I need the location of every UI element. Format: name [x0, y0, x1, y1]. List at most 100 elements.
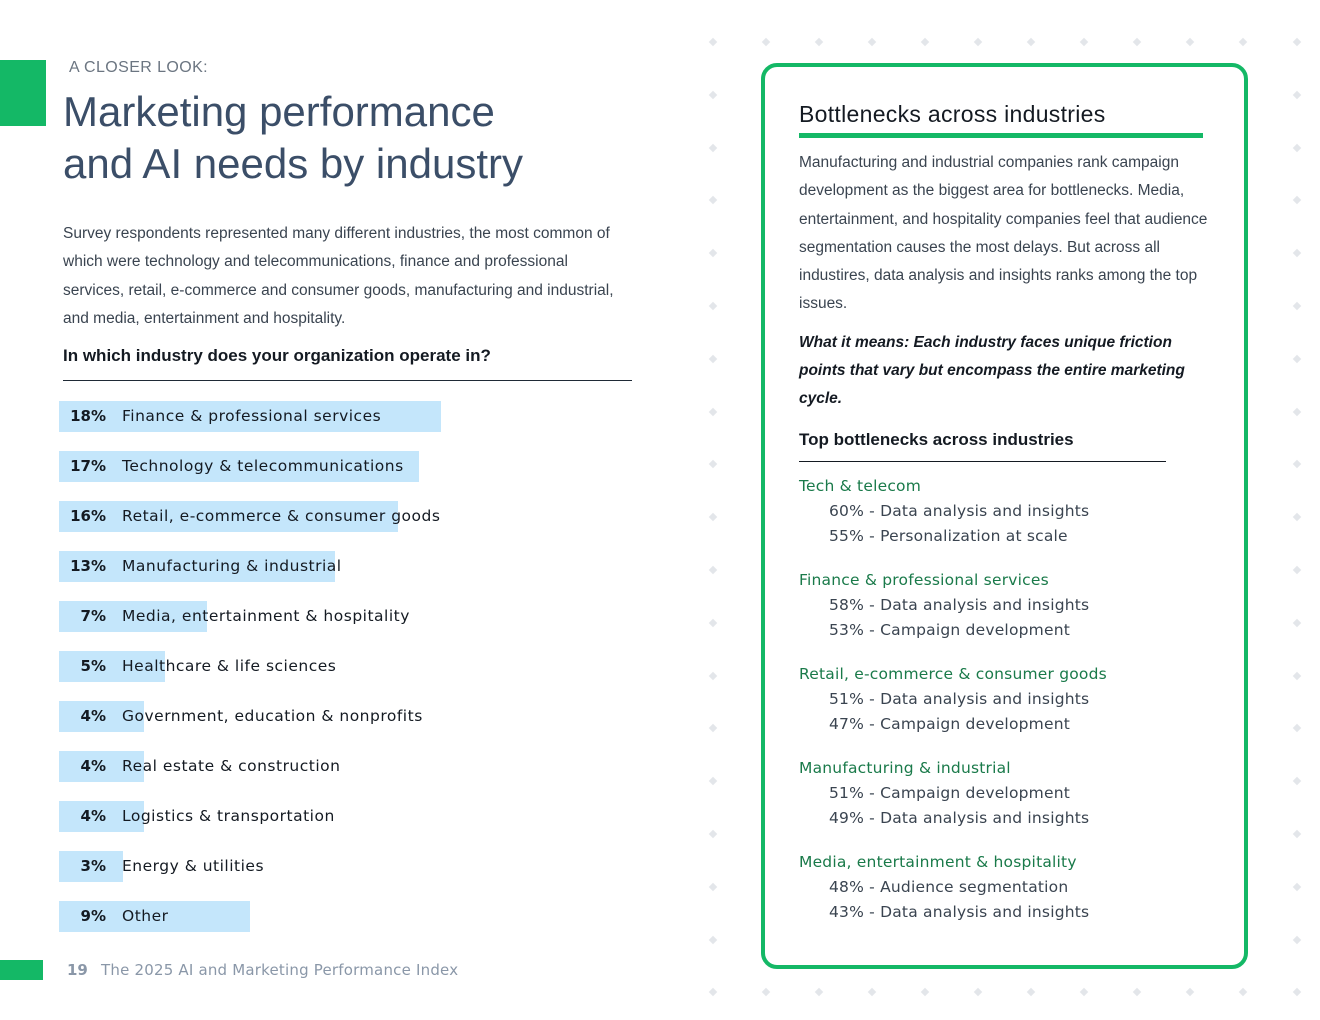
bar-category-label: Retail, e-commerce & consumer goods [122, 507, 441, 525]
pattern-dot [1292, 143, 1302, 153]
bar-row: 5% Healthcare & life sciences [59, 651, 659, 682]
footer-accent-block [0, 960, 43, 980]
pattern-dot [920, 37, 930, 47]
bottleneck-group: Manufacturing & industrial 51% - Campaign… [799, 755, 1219, 831]
bar [59, 801, 144, 832]
pattern-dot [708, 671, 718, 681]
panel-title-rule [799, 133, 1203, 138]
bar-value-label: 17% [70, 457, 106, 475]
pattern-dot [1185, 37, 1195, 47]
bar-category-label: Other [122, 907, 169, 925]
panel-title: Bottlenecks across industries [799, 101, 1106, 127]
pattern-dot [708, 143, 718, 153]
pattern-dot [1132, 987, 1142, 997]
group-item: 51% - Data analysis and insights [829, 690, 1090, 708]
bar-category-label: Healthcare & life sciences [122, 657, 337, 675]
pattern-dot [1292, 882, 1302, 892]
group-item: 55% - Personalization at scale [829, 527, 1068, 545]
pattern-dot [1079, 987, 1089, 997]
bar-value-label: 4% [80, 807, 106, 825]
bottleneck-groups: Tech & telecom 60% - Data analysis and in… [799, 473, 1219, 943]
pattern-dot [867, 987, 877, 997]
chart-question: In which industry does your organization… [63, 346, 632, 381]
group-item: 58% - Data analysis and insights [829, 596, 1090, 614]
bar [59, 401, 441, 432]
what-it-means: What it means: Each industry faces uniqu… [799, 334, 1185, 407]
bar [59, 901, 250, 932]
bar-value-label: 13% [70, 557, 106, 575]
bar [59, 851, 123, 882]
group-name: Tech & telecom [799, 477, 922, 495]
bar-row: 9% Other [59, 901, 659, 932]
pattern-dot [973, 37, 983, 47]
group-item: 43% - Data analysis and insights [829, 903, 1090, 921]
footer-title: The 2025 AI and Marketing Performance In… [101, 961, 459, 979]
pattern-dot [708, 618, 718, 628]
bar-row: 7% Media, entertainment & hospitality [59, 601, 659, 632]
pattern-dot [1292, 565, 1302, 575]
pattern-dot [1026, 37, 1036, 47]
bar-category-label: Technology & telecommunications [122, 457, 404, 475]
bar-row: 13% Manufacturing & industrial [59, 551, 659, 582]
bar-category-label: Media, entertainment & hospitality [122, 607, 410, 625]
bar-category-label: Manufacturing & industrial [122, 557, 342, 575]
pattern-dot [1292, 407, 1302, 417]
bar-row: 4% Logistics & transportation [59, 801, 659, 832]
pattern-dot [1292, 301, 1302, 311]
pattern-dot [1292, 195, 1302, 205]
group-item: 51% - Campaign development [829, 784, 1070, 802]
pattern-dot [1292, 90, 1302, 100]
group-item: 47% - Campaign development [829, 715, 1070, 733]
group-name: Finance & professional services [799, 571, 1049, 589]
bottleneck-group: Finance & professional services 58% - Dat… [799, 567, 1219, 643]
bottlenecks-panel: Bottlenecks across industries Manufactur… [761, 63, 1248, 969]
group-item: 48% - Audience segmentation [829, 878, 1069, 896]
bar-value-label: 3% [80, 857, 106, 875]
pattern-dot [1185, 987, 1195, 997]
intro-paragraph: Survey respondents represented many diff… [63, 225, 614, 327]
bottleneck-group: Media, entertainment & hospitality 48% - … [799, 849, 1219, 925]
pattern-dot [1292, 248, 1302, 258]
pattern-dot [708, 935, 718, 945]
bar-row: 16% Retail, e-commerce & consumer goods [59, 501, 659, 532]
pattern-dot [1292, 829, 1302, 839]
bar-row: 4% Government, education & nonprofits [59, 701, 659, 732]
bar-category-label: Logistics & transportation [122, 807, 335, 825]
page-title-line-1: Marketing performance [63, 88, 495, 135]
pattern-dot [973, 987, 983, 997]
bar [59, 601, 207, 632]
pattern-dot [708, 723, 718, 733]
bar-row: 4% Real estate & construction [59, 751, 659, 782]
pattern-dot [1079, 37, 1089, 47]
bottleneck-group: Retail, e-commerce & consumer goods 51% -… [799, 661, 1219, 737]
bar-value-label: 18% [70, 407, 106, 425]
group-item: 53% - Campaign development [829, 621, 1070, 639]
page-title: Marketing performance and AI needs by in… [63, 86, 623, 190]
pattern-dot [1292, 618, 1302, 628]
pattern-dot [708, 37, 718, 47]
industry-bar-chart: 18% Finance & professional services 17% Tec… [59, 401, 659, 951]
pattern-dot [867, 37, 877, 47]
bar-category-label: Real estate & construction [122, 757, 341, 775]
pattern-dot [1292, 987, 1302, 997]
pattern-dot [708, 512, 718, 522]
group-name: Media, entertainment & hospitality [799, 853, 1077, 871]
pattern-dot [708, 987, 718, 997]
pattern-dot [1292, 776, 1302, 786]
bar [59, 551, 335, 582]
pattern-dot [708, 248, 718, 258]
pattern-dot [1026, 987, 1036, 997]
pattern-dot [708, 459, 718, 469]
bar-value-label: 4% [80, 757, 106, 775]
pattern-dot [1292, 459, 1302, 469]
group-item: 60% - Data analysis and insights [829, 502, 1090, 520]
pattern-dot [708, 776, 718, 786]
bar-value-label: 4% [80, 707, 106, 725]
bar [59, 651, 165, 682]
pattern-dot [1238, 987, 1248, 997]
pattern-dot [814, 37, 824, 47]
pattern-dot [761, 987, 771, 997]
pattern-dot [708, 195, 718, 205]
pattern-dot [1238, 37, 1248, 47]
pattern-dot [708, 882, 718, 892]
